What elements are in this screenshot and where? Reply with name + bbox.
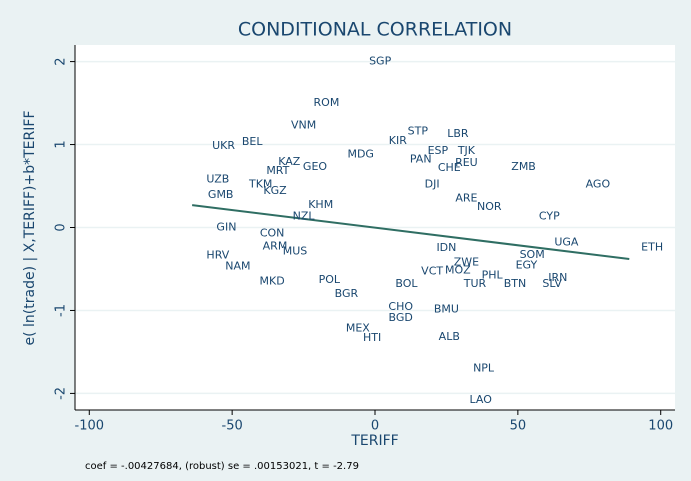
point-label: MUS xyxy=(283,245,308,258)
point-label: PHL xyxy=(482,269,504,282)
point-label: REU xyxy=(455,156,478,169)
point-label: KGZ xyxy=(263,184,287,197)
point-label: UKR xyxy=(212,139,235,152)
point-label: HRV xyxy=(206,249,229,262)
point-label: TJK xyxy=(457,144,476,157)
point-label: NOR xyxy=(477,200,502,213)
point-label: CHE xyxy=(438,161,461,174)
point-label: BGD xyxy=(389,311,413,324)
point-label: ETH xyxy=(641,240,663,253)
x-tick-label: 50 xyxy=(510,419,527,434)
point-label: MKD xyxy=(260,274,285,287)
point-label: BEL xyxy=(242,135,263,148)
point-label: UGA xyxy=(554,235,579,248)
point-label: LAO xyxy=(470,393,493,406)
x-axis-label: TERIFF xyxy=(350,433,398,449)
y-tick-label: -2 xyxy=(54,387,69,400)
chart-title: CONDITIONAL CORRELATION xyxy=(238,19,512,41)
point-label: ALB xyxy=(439,330,460,343)
point-label: IRN xyxy=(548,271,567,284)
y-tick-label: 2 xyxy=(54,57,69,65)
point-label: ESP xyxy=(428,144,449,157)
point-label: HTI xyxy=(363,331,381,344)
point-label: NPL xyxy=(473,362,495,375)
y-axis-label: e( ln(trade) | X,TERIFF)+b*TERIFF xyxy=(22,111,38,346)
point-label: MEX xyxy=(346,322,370,335)
x-tick-label: -100 xyxy=(75,419,105,434)
point-label: CYP xyxy=(539,210,560,223)
point-label: ARM xyxy=(263,240,288,253)
point-label: UZB xyxy=(206,172,229,185)
point-label: TKM xyxy=(248,177,272,190)
point-label: SLV xyxy=(542,277,562,290)
point-label: SGP xyxy=(369,55,392,68)
point-label: GIN xyxy=(216,221,236,234)
y-tick-label: 1 xyxy=(54,140,69,148)
point-label: EGY xyxy=(516,259,538,272)
point-label: NAM xyxy=(225,259,250,272)
point-label: CON xyxy=(260,226,285,239)
point-label: GMB xyxy=(208,188,234,201)
x-tick-label: -50 xyxy=(222,419,243,434)
y-tick-label: -1 xyxy=(54,304,69,317)
point-label: STP xyxy=(408,124,429,137)
fit-line xyxy=(192,204,630,261)
point-label: PAN xyxy=(410,152,432,165)
point-label: IDN xyxy=(436,241,456,254)
point-label: ARE xyxy=(455,191,477,204)
point-label: VNM xyxy=(291,118,316,131)
y-tick-label: 0 xyxy=(54,223,69,231)
point-label: MDG xyxy=(347,148,374,161)
point-label: LBR xyxy=(447,127,469,140)
point-label: MRT xyxy=(266,164,289,177)
point-label: SOM xyxy=(520,248,545,261)
point-label: KIR xyxy=(389,134,407,147)
point-label: VCT xyxy=(421,264,443,277)
x-tick-label: 0 xyxy=(371,419,379,434)
point-label: AGO xyxy=(586,177,611,190)
point-label: BGR xyxy=(335,287,359,300)
point-label: CHO xyxy=(388,300,413,313)
point-label: KAZ xyxy=(278,155,301,168)
point-label: NZL xyxy=(293,210,316,223)
point-label: GEO xyxy=(303,160,327,173)
point-label: ZWE xyxy=(454,255,479,268)
point-label: ZMB xyxy=(511,160,536,173)
point-label: POL xyxy=(319,273,341,286)
point-label: BOL xyxy=(395,277,418,290)
point-label: TUR xyxy=(463,277,487,290)
x-tick-label: 100 xyxy=(648,419,673,434)
point-label: MOZ xyxy=(445,264,471,277)
point-label: ROM xyxy=(314,96,340,109)
note: coef = -.00427684, (robust) se = .001530… xyxy=(85,461,359,472)
point-label: BTN xyxy=(504,277,527,290)
point-label: DJI xyxy=(425,177,440,190)
point-label: KHM xyxy=(308,198,333,211)
point-label: BMU xyxy=(434,303,459,316)
